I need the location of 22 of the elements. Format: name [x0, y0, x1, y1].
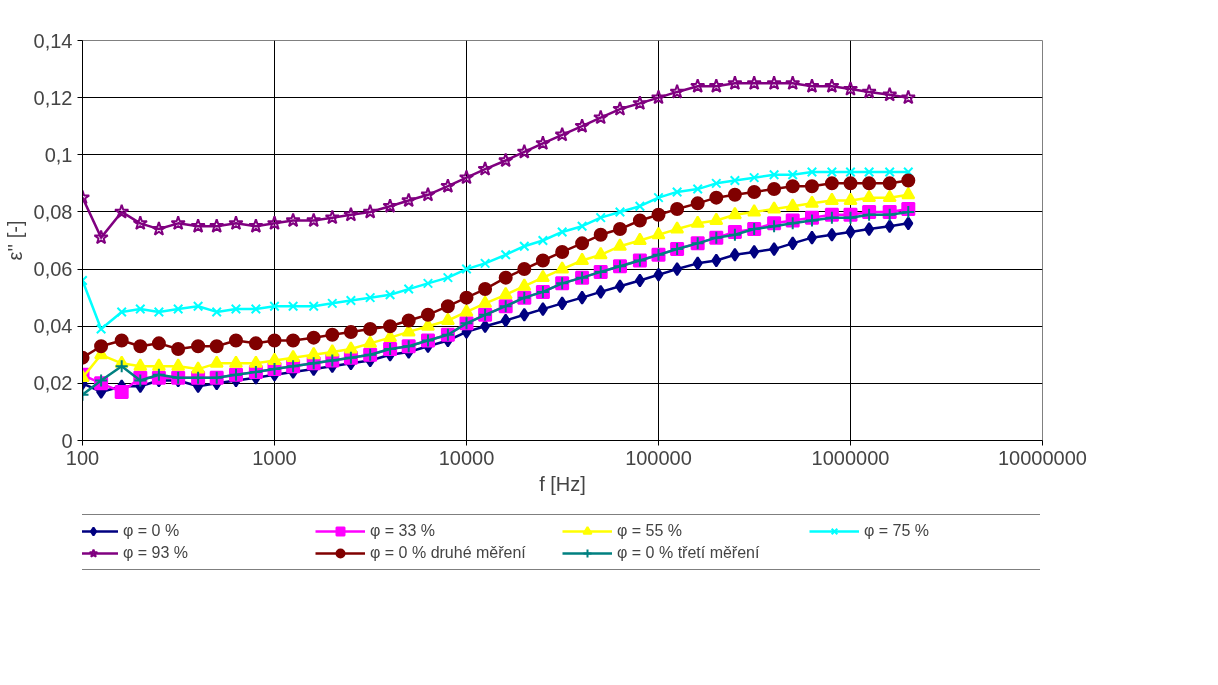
y-tick-label: 0,1 — [44, 143, 73, 166]
y-tick-label: 0,04 — [33, 315, 73, 338]
legend-label: φ = 0 % druhé měření — [370, 544, 527, 562]
x-tick-label: 10000000 — [998, 446, 1087, 469]
x-tick-label: 100000 — [625, 446, 692, 469]
y-axis-title: ε'' [-] — [3, 220, 26, 261]
y-tick-label: 0,02 — [33, 372, 73, 395]
y-tick-label: 0,06 — [33, 258, 73, 281]
legend-label: φ = 93 % — [123, 544, 190, 562]
legend-label: φ = 0 % třetí měření — [617, 544, 761, 562]
x-tick-label: 1000 — [252, 446, 297, 469]
x-axis-title: f [Hz] — [539, 472, 586, 495]
legend-label: φ = 75 % — [864, 522, 931, 540]
legend-label: φ = 0 % — [123, 522, 181, 540]
x-tick-label: 1000000 — [811, 446, 890, 469]
legend-label: φ = 33 % — [370, 522, 437, 540]
y-tick-label: 0,12 — [33, 86, 73, 109]
x-tick-label: 10000 — [438, 446, 495, 469]
legend-label: φ = 55 % — [617, 522, 684, 540]
y-tick-label: 0,08 — [33, 200, 73, 223]
y-tick-label: 0,14 — [33, 29, 73, 52]
y-tick-label: 0 — [61, 429, 73, 452]
